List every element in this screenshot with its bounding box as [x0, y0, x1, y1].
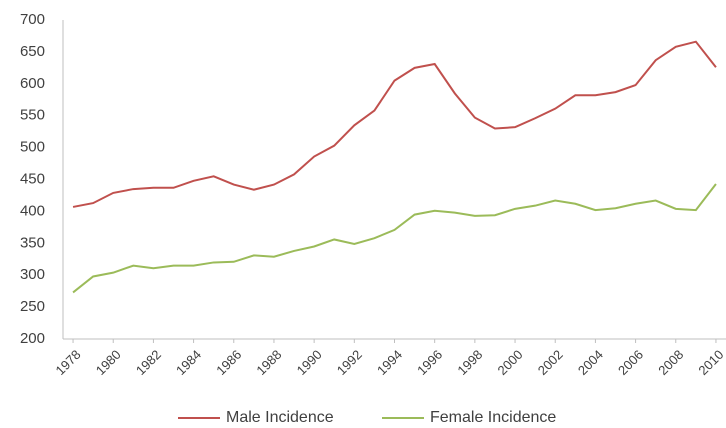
x-tick-label: 1996	[414, 347, 445, 378]
legend-label: Male Incidence	[226, 409, 334, 426]
y-tick-label: 250	[20, 298, 45, 315]
y-tick-label: 700	[20, 11, 45, 28]
x-tick-label: 2004	[575, 347, 606, 378]
y-tick-label: 600	[20, 75, 45, 92]
y-tick-label: 650	[20, 43, 45, 60]
y-tick-label: 200	[20, 330, 45, 347]
x-tick-label: 1998	[454, 347, 485, 378]
y-tick-label: 550	[20, 107, 45, 124]
x-tick-label: 2002	[535, 347, 566, 378]
x-tick-label: 2000	[495, 347, 526, 378]
x-tick-label: 2010	[695, 347, 726, 378]
x-tick-label: 1986	[213, 347, 244, 378]
x-tick-label: 1990	[294, 347, 325, 378]
x-tick-label: 1994	[374, 347, 405, 378]
y-tick-label: 500	[20, 139, 45, 156]
x-tick-label: 1982	[133, 347, 164, 378]
x-tick-label: 1980	[93, 347, 124, 378]
x-tick-label: 1988	[253, 347, 284, 378]
legend-label: Female Incidence	[430, 409, 556, 426]
x-tick-label: 1978	[53, 347, 84, 378]
line-series	[72, 40, 717, 208]
x-tick-label: 2008	[655, 347, 686, 378]
y-tick-label: 450	[20, 170, 45, 187]
x-tick-label: 1984	[173, 347, 204, 378]
x-tick-label: 1992	[334, 347, 365, 378]
line-series	[72, 183, 717, 294]
x-tick-label: 2006	[615, 347, 646, 378]
y-tick-label: 300	[20, 266, 45, 283]
y-tick-label: 350	[20, 234, 45, 251]
y-tick-label: 400	[20, 202, 45, 219]
